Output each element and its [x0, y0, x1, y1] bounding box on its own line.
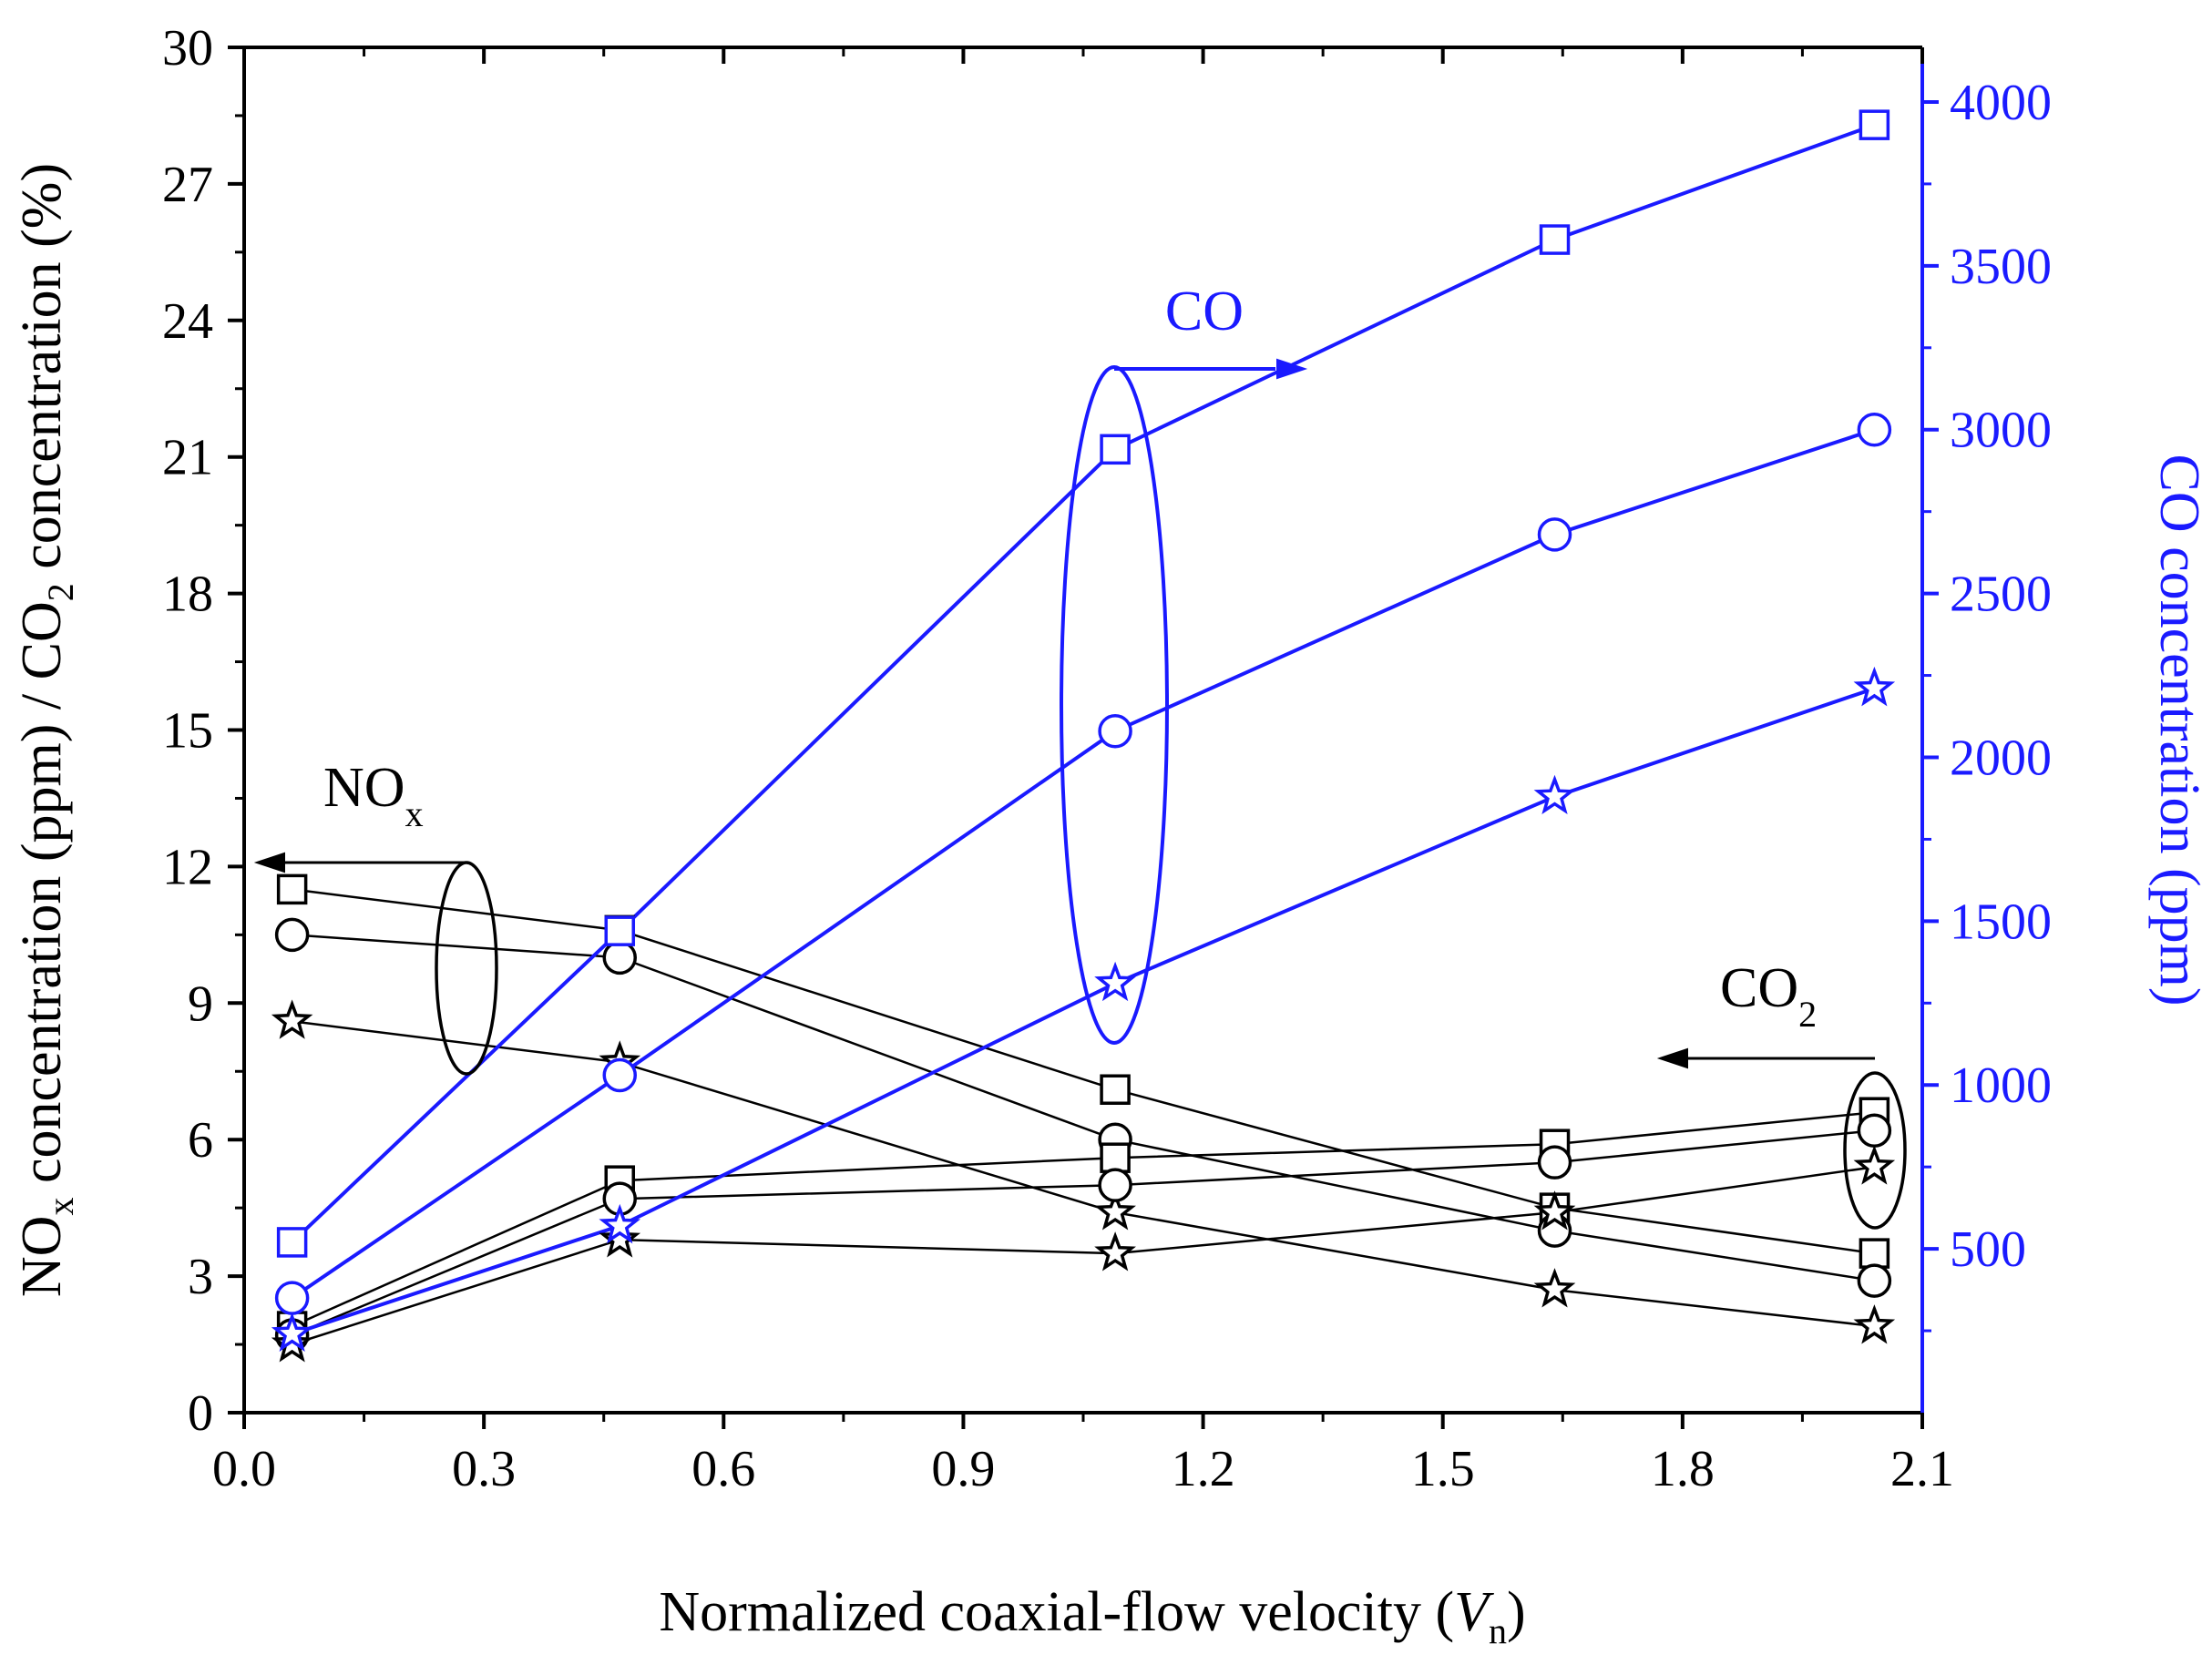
marker-circle [1857, 1113, 1892, 1148]
marker-star [1094, 961, 1136, 1002]
y-left-tick-label: 24 [162, 293, 213, 350]
x-tick-label: 0.6 [691, 1441, 755, 1497]
y-left-tick-label: 27 [162, 157, 213, 213]
series-line-2 [292, 1020, 1875, 1328]
marker-star [1853, 1304, 1896, 1344]
marker-star [271, 999, 313, 1039]
marker-circle [1098, 713, 1132, 749]
y-right-tick-label: 500 [1950, 1221, 2026, 1278]
annotations: NOx CO2 CO [253, 281, 1907, 1230]
marker-square [1859, 109, 1890, 140]
marker-square [1539, 224, 1571, 255]
marker-circle [274, 917, 310, 953]
x-tick-label: 0.0 [212, 1441, 276, 1497]
co-label: CO [1165, 281, 1244, 342]
y-left-tick-label: 3 [188, 1249, 213, 1305]
series-line-4 [292, 1129, 1875, 1337]
x-tick-label: 0.3 [452, 1441, 516, 1497]
marker-square [1859, 1238, 1890, 1269]
y-axis-left-title: NOx concentration (ppm) / CO2 concentrat… [11, 163, 81, 1297]
co2-label: CO2 [1720, 957, 1817, 1035]
y-right-tick-label: 2000 [1950, 730, 2052, 786]
y-left-tick-label: 15 [162, 703, 213, 760]
y-left-tick-label: 12 [162, 839, 213, 895]
y-right-tick-label: 3000 [1950, 403, 2052, 459]
marker-circle [1098, 1168, 1132, 1202]
marker-star [599, 1218, 641, 1258]
marker-square [604, 915, 636, 946]
y-left-tick-label: 9 [188, 975, 213, 1032]
marker-star [1094, 1190, 1136, 1231]
marker-star [1533, 1268, 1576, 1308]
x-tick-label: 2.1 [1890, 1441, 1954, 1497]
marker-star [1533, 774, 1576, 815]
y-left-tick-label: 18 [162, 567, 213, 623]
marker-circle [1857, 412, 1892, 447]
marker-star [1094, 1231, 1136, 1272]
co2-ellipse [1843, 1071, 1907, 1230]
y-left-tick-label: 30 [162, 20, 213, 77]
co2-arrow-head [1656, 1047, 1688, 1069]
co-arrow-head [1276, 358, 1308, 380]
axes: 0.0 0.3 0.6 0.9 1.2 1.5 1.8 2.1 0 3 6 9 12 15 18 21 24 27… [11, 20, 2210, 1651]
nox-label: NOx [323, 757, 424, 834]
y-right-tick-label: 3500 [1950, 239, 2052, 295]
marker-star [1533, 1190, 1576, 1231]
marker-star [1853, 1145, 1896, 1185]
marker-square [276, 873, 308, 905]
y-right-tick-label: 2500 [1950, 567, 2052, 623]
marker-circle [274, 1281, 310, 1315]
y-left-tick-label: 21 [162, 430, 213, 486]
x-axis-title: Normalized coaxial-flow velocity (Vn) [659, 1581, 1525, 1651]
marker-circle [1537, 1145, 1572, 1180]
marker-square [1100, 1142, 1131, 1173]
x-tick-label: 1.5 [1411, 1441, 1475, 1497]
y-left-tick-label: 0 [188, 1385, 213, 1442]
marker-square [1100, 434, 1131, 465]
marker-square [1100, 1074, 1131, 1105]
y-right-tick-label: 1500 [1950, 894, 2052, 950]
x-tick-label: 0.9 [931, 1441, 995, 1497]
y-right-tick-label: 1000 [1950, 1057, 2052, 1114]
series-line-7 [291, 427, 1876, 1300]
series-line-6 [291, 123, 1876, 1244]
marker-circle [602, 1057, 638, 1093]
x-tick-label: 1.8 [1651, 1441, 1715, 1497]
y-left-tick-label: 6 [188, 1112, 213, 1169]
series-layer [271, 109, 1896, 1363]
marker-star [599, 1203, 641, 1244]
x-tick-label: 1.2 [1172, 1441, 1235, 1497]
marker-circle [1537, 517, 1572, 552]
nox-arrow-head [253, 852, 285, 873]
y-right-tick-label: 4000 [1950, 75, 2052, 131]
marker-star [271, 1312, 313, 1353]
marker-circle [1857, 1263, 1892, 1298]
series-line-0 [292, 888, 1875, 1255]
marker-star [1853, 666, 1896, 707]
marker-circle [602, 940, 638, 975]
co-ellipse [1060, 365, 1169, 1045]
y-axis-right-title: CO concentration (ppm) [2148, 454, 2210, 1006]
marker-square [276, 1227, 308, 1258]
